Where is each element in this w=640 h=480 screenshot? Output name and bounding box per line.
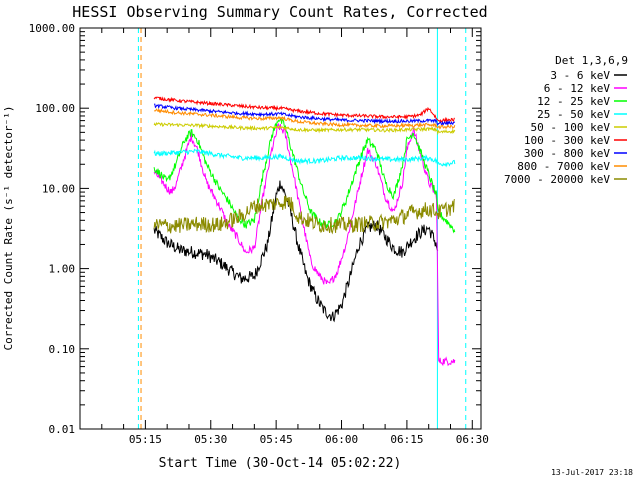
legend-label-25-50-kev: 25 - 50 keV — [537, 108, 610, 121]
axes: 1000.00 100.00 10.00 1.00 0.10 0.01 05:15 05:30… — [29, 22, 489, 446]
x-tick-label-06-15: 06:15 — [390, 433, 423, 446]
series-line-800-7000-kev — [153, 107, 456, 130]
x-tick-label-06-00: 06:00 — [325, 433, 358, 446]
y-tick-label-0-10: 0.10 — [49, 343, 76, 356]
series-line-7000-20000-kev — [153, 195, 455, 235]
legend-label-100-300-kev: 100 - 300 keV — [524, 134, 610, 147]
x-tick-label-06-30: 06:30 — [456, 433, 489, 446]
legend-label-6-12-kev: 6 - 12 keV — [544, 82, 611, 95]
chart-title: HESSI Observing Summary Count Rates, Cor… — [72, 3, 487, 21]
y-tick-label-0-01: 0.01 — [49, 423, 76, 436]
plot-frame — [79, 27, 482, 430]
legend-title: Det 1,3,6,9 — [555, 54, 628, 67]
y-tick-label-1000-00: 1000.00 — [29, 22, 75, 35]
series-line-6-12-kev — [153, 122, 456, 367]
y-tick-label-1-00: 1.00 — [49, 263, 76, 276]
series-line-300-800-kev — [154, 103, 456, 127]
y-tick-label-10-00: 10.00 — [42, 182, 75, 195]
x-tick-label-05-15: 05:15 — [129, 433, 162, 446]
x-tick-label-05-45: 05:45 — [260, 433, 293, 446]
series-line-50-100-kev — [153, 121, 456, 136]
legend-label-300-800-kev: 300 - 800 keV — [524, 147, 610, 160]
series-line-100-300-kev — [153, 96, 455, 124]
x-tick-label-05-30: 05:30 — [194, 433, 227, 446]
series-line-25-50-kev — [153, 148, 456, 168]
legend-label-50-100-kev: 50 - 100 keV — [531, 121, 611, 134]
footer-timestamp: 13-Jul-2017 23:18 — [551, 468, 633, 477]
series-line-3-6-kev — [153, 180, 439, 323]
legend-label-7000-20000-kev: 7000 - 20000 keV — [504, 173, 610, 186]
y-axis-label: Corrected Count Rate (s⁻¹ detector⁻¹) — [2, 105, 15, 350]
series-line-12-25-kev — [153, 117, 456, 234]
legend-label-800-7000-kev: 800 - 7000 keV — [517, 160, 610, 173]
plot-data: SNFA0A1 — [79, 28, 467, 429]
y-tick-label-100-00: 100.00 — [35, 102, 75, 115]
x-axis-label: Start Time (30-Oct-14 05:02:22) — [159, 456, 402, 471]
legend-label-3-6-kev: 3 - 6 keV — [550, 69, 610, 82]
legend-label-12-25-kev: 12 - 25 keV — [537, 95, 610, 108]
